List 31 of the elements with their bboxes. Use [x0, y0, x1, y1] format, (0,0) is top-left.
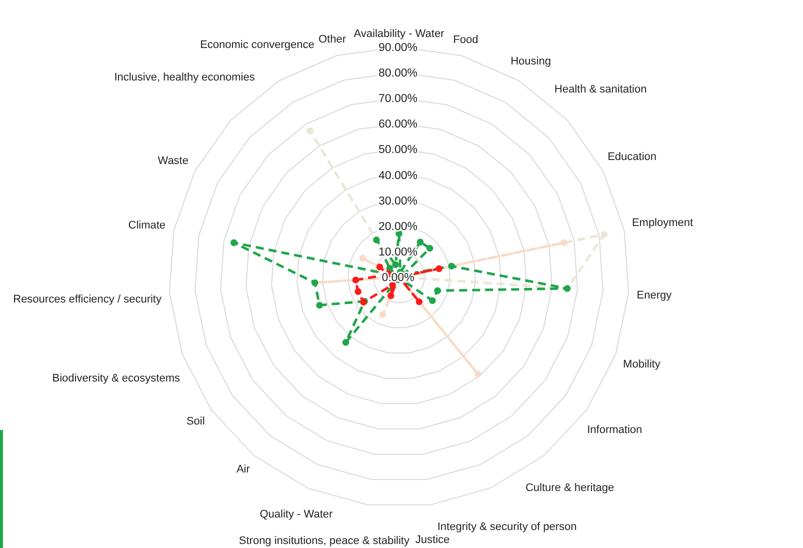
y-tick-label: 60.00% — [378, 118, 418, 131]
spoke-label: Quality - Water — [260, 508, 333, 521]
spoke-label: Energy — [636, 289, 672, 302]
spoke-label: Air — [236, 464, 250, 476]
y-tick-label: 90.00% — [378, 42, 418, 54]
spoke-label: Housing — [510, 55, 551, 68]
y-tick-label: 80.00% — [378, 68, 418, 80]
spoke-label: Economic convergence — [200, 38, 314, 51]
spoke-label: Culture & heritage — [525, 482, 614, 494]
spoke-label: Mobility — [623, 358, 661, 370]
y-tick-label: 50.00% — [378, 144, 418, 156]
spoke-label: Strong insitutions, peace & stability — [238, 535, 410, 548]
spoke-label: Biodiversity & ecosystems — [52, 372, 181, 385]
y-tick-label: 40.00% — [378, 170, 418, 182]
y-tick-label: 30.00% — [378, 195, 418, 208]
spoke-label: Resources efficiency / security — [13, 293, 162, 306]
y-tick-label: 70.00% — [378, 93, 418, 106]
spoke-label: Information — [587, 424, 642, 436]
spoke-label: Inclusive, healthy economies — [114, 72, 256, 84]
spoke-label: Justice — [415, 534, 450, 546]
spoke-label: Health & sanitation — [554, 84, 647, 96]
spoke-label: Availability - Water — [354, 28, 445, 40]
spoke-label: Food — [453, 34, 478, 46]
spoke-label: Other — [318, 34, 346, 46]
spoke-label: Integrity & security of person — [437, 520, 577, 533]
spoke-label: Soil — [186, 416, 205, 428]
spoke-label: Education — [608, 151, 657, 164]
spoke-label: Climate — [128, 220, 166, 232]
spoke-label: Employment — [632, 217, 694, 230]
y-tick-label: 20.00% — [378, 220, 418, 233]
spoke-label: Waste — [158, 154, 188, 167]
